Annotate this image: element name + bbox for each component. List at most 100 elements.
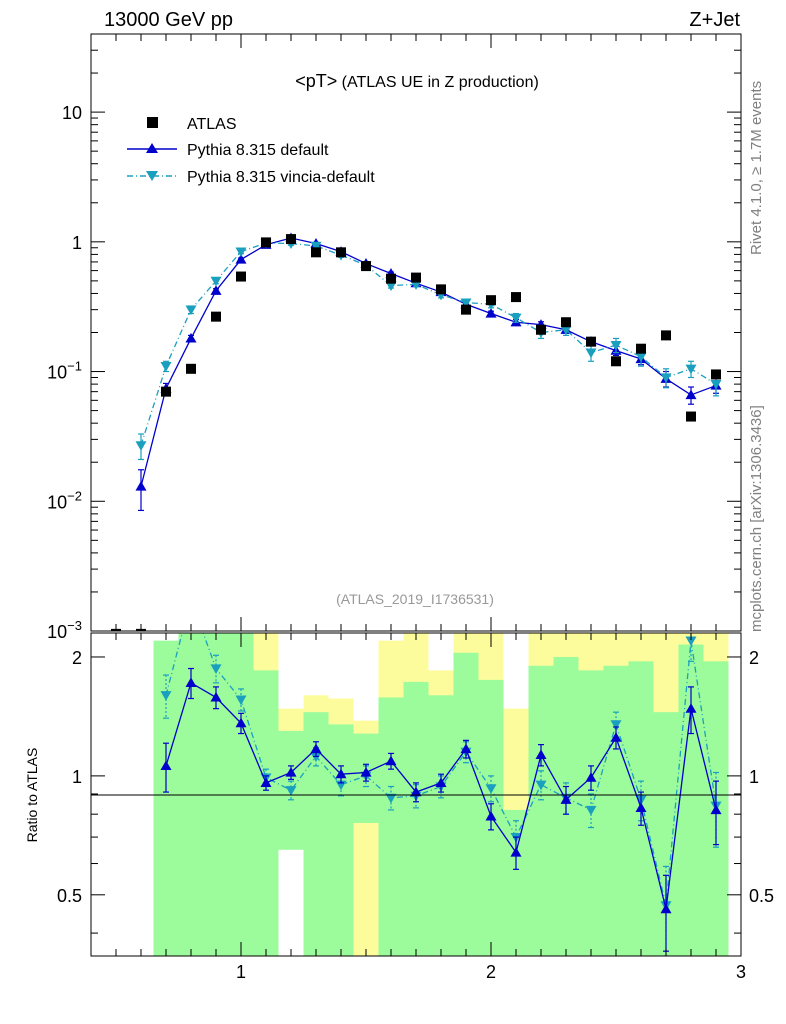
default-ratio-point-21 [635,802,647,812]
default-ratio-point-2 [160,760,172,771]
band-inner-18 [603,665,629,956]
vincia-point-12 [410,280,422,290]
vincia-ratio-point-8 [310,752,322,762]
vincia-point-14 [460,298,472,309]
vincia-ratio-point-11 [385,793,397,804]
ratio-y-tick-label-right: 2 [749,648,759,668]
atlas-point-10 [361,261,371,272]
legend-marker-vincia [146,171,158,181]
ratio-y-tick-label: 1 [72,767,82,787]
default-point-4 [210,285,222,295]
default-ratio-point-10 [360,766,372,777]
legend-label-atlas: ATLAS [187,116,237,133]
default-ratio-point-8 [310,743,322,754]
atlas-point-8 [311,247,321,258]
vincia-point-3 [185,305,197,316]
default-ratio-point-20 [610,732,622,742]
default-point-23 [685,389,697,400]
plot-title: <pT> (ATLAS UE in Z production) [295,71,539,91]
vincia-point-20 [610,340,622,351]
default-ratio-point-5 [235,717,247,728]
default-ratio-point-13 [435,777,447,788]
axes-ticks: 1 2 3 10 1 10−1 10−2 10−3 0.5 0.5 1 1 2 2 [47,33,774,982]
vincia-ratio-point-4 [210,664,222,675]
main-y-tick-label: 10−2 [47,488,82,512]
atlas-point-12 [411,272,421,283]
atlas-point-19 [586,336,596,347]
vincia-ratio-point-17 [535,780,547,791]
atlas-point-4 [211,311,221,322]
atlas-point-20 [611,356,621,367]
band-inner-14 [503,809,529,956]
ratio-y-tick-label: 0.5 [57,886,82,906]
atlas-point-14 [461,304,471,315]
main-y-tick-label: 10−1 [47,359,82,383]
legend-label-vincia: Pythia 8.315 vincia-default [187,169,375,186]
default-ratio-point-12 [410,786,422,797]
default-point-5 [235,254,247,264]
default-point-1 [135,480,147,491]
vincia-point-21 [635,352,647,363]
vincia-ratio-point-19 [585,805,597,816]
x-tick-label: 3 [736,962,746,982]
vincia-ratio-point-20 [610,720,622,730]
vincia-ratio-point-7 [285,786,297,796]
ratio-y-tick-label-right: 0.5 [749,886,774,906]
x-tick-label: 1 [236,962,246,982]
vincia-point-19 [585,348,597,359]
atlas-point-16 [511,292,521,303]
vincia-point-11 [385,281,397,292]
default-line [140,237,717,487]
default-point-15 [485,308,497,318]
vincia-point-24 [710,379,722,390]
atlas-point-3 [186,363,196,374]
main-y-tick-label: 10−3 [47,618,82,642]
band-inner-10 [403,681,429,956]
vincia-ratio-point-2 [160,691,172,701]
default-ratio-point-16 [510,846,522,857]
band-inner-11 [428,695,454,956]
vincia-point-1 [135,441,147,451]
legend-marker-default [146,143,158,153]
atlas-point-23 [686,411,696,422]
band-inner-9 [378,697,404,956]
header-energy: 13000 GeV pp [104,9,233,31]
vincia-point-8 [310,241,322,252]
vincia-point-16 [510,313,522,324]
vincia-line [140,242,717,446]
vincia-point-23 [685,364,697,375]
vincia-ratio-point-23 [685,636,697,647]
default-ratio-point-14 [460,743,472,754]
rivet-label: Rivet 4.1.0, ≥ 1.7M events [748,80,765,255]
band-inner-15 [528,665,554,956]
default-ratio-point-9 [335,768,347,779]
atlas-point-22 [661,330,671,341]
atlas-point-21 [636,343,646,354]
atlas-point-13 [436,284,446,295]
band-inner-4 [253,670,279,956]
default-ratio-point-11 [385,755,397,766]
default-point-3 [185,332,197,343]
atlas-point-15 [486,295,496,306]
band-inner-12 [453,652,479,956]
ratio-axis-label: Ratio to ATLAS [24,748,40,843]
vincia-ratio-line [165,633,717,906]
atlas-point-18 [561,317,571,328]
legend: ATLAS Pythia 8.315 default Pythia 8.315 … [127,116,375,186]
header-process: Z+Jet [689,9,740,31]
default-ratio-point-18 [560,794,572,804]
atlas-point-11 [386,273,396,284]
band-inner-7 [328,724,354,956]
vincia-point-5 [235,247,247,258]
vincia-point-2 [160,362,172,372]
legend-label-default: Pythia 8.315 default [187,142,329,159]
legend-marker-atlas [147,117,158,128]
vincia-ratio-point-3 [186,595,197,605]
ratio-y-tick-label: 2 [72,648,82,668]
atlas-point-24 [711,369,721,380]
default-ratio-point-3 [185,677,197,687]
vincia-ratio-point-15 [485,784,497,794]
main-y-tick-label: 1 [72,233,82,253]
default-ratio-point-6 [260,777,272,788]
